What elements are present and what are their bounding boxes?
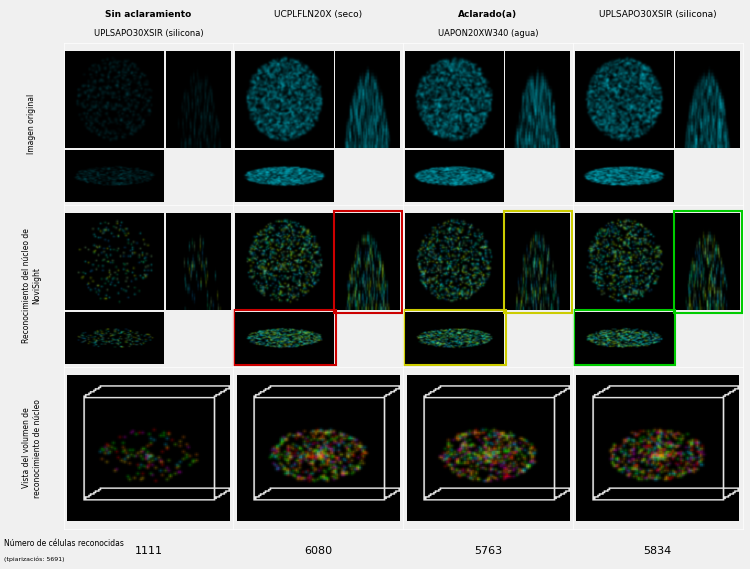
Text: UCPLFLN20X (seco): UCPLFLN20X (seco) bbox=[274, 10, 362, 19]
Text: UPLSAPO30XSIR (silicona): UPLSAPO30XSIR (silicona) bbox=[598, 10, 716, 19]
Text: UPLSAPO30XSIR (silicona): UPLSAPO30XSIR (silicona) bbox=[94, 29, 203, 38]
Text: Sin aclaramiento: Sin aclaramiento bbox=[106, 10, 192, 19]
Text: (tpiarizaciós: 5691): (tpiarizaciós: 5691) bbox=[4, 556, 64, 562]
Text: Reconocimiento del núcleo de
NoviSight: Reconocimiento del núcleo de NoviSight bbox=[22, 229, 41, 343]
Text: 6080: 6080 bbox=[304, 546, 332, 556]
Text: 5834: 5834 bbox=[644, 546, 672, 556]
Text: Vista del volumen de
reconocimiento de núcleo: Vista del volumen de reconocimiento de n… bbox=[22, 399, 41, 497]
Text: UAPON20XW340 (agua): UAPON20XW340 (agua) bbox=[438, 29, 538, 38]
Text: Aclarado(a): Aclarado(a) bbox=[458, 10, 518, 19]
Text: Número de células reconocidas: Número de células reconocidas bbox=[4, 539, 124, 547]
Text: Imagen original: Imagen original bbox=[27, 94, 37, 154]
Text: 5763: 5763 bbox=[474, 546, 502, 556]
Text: 1111: 1111 bbox=[134, 546, 163, 556]
